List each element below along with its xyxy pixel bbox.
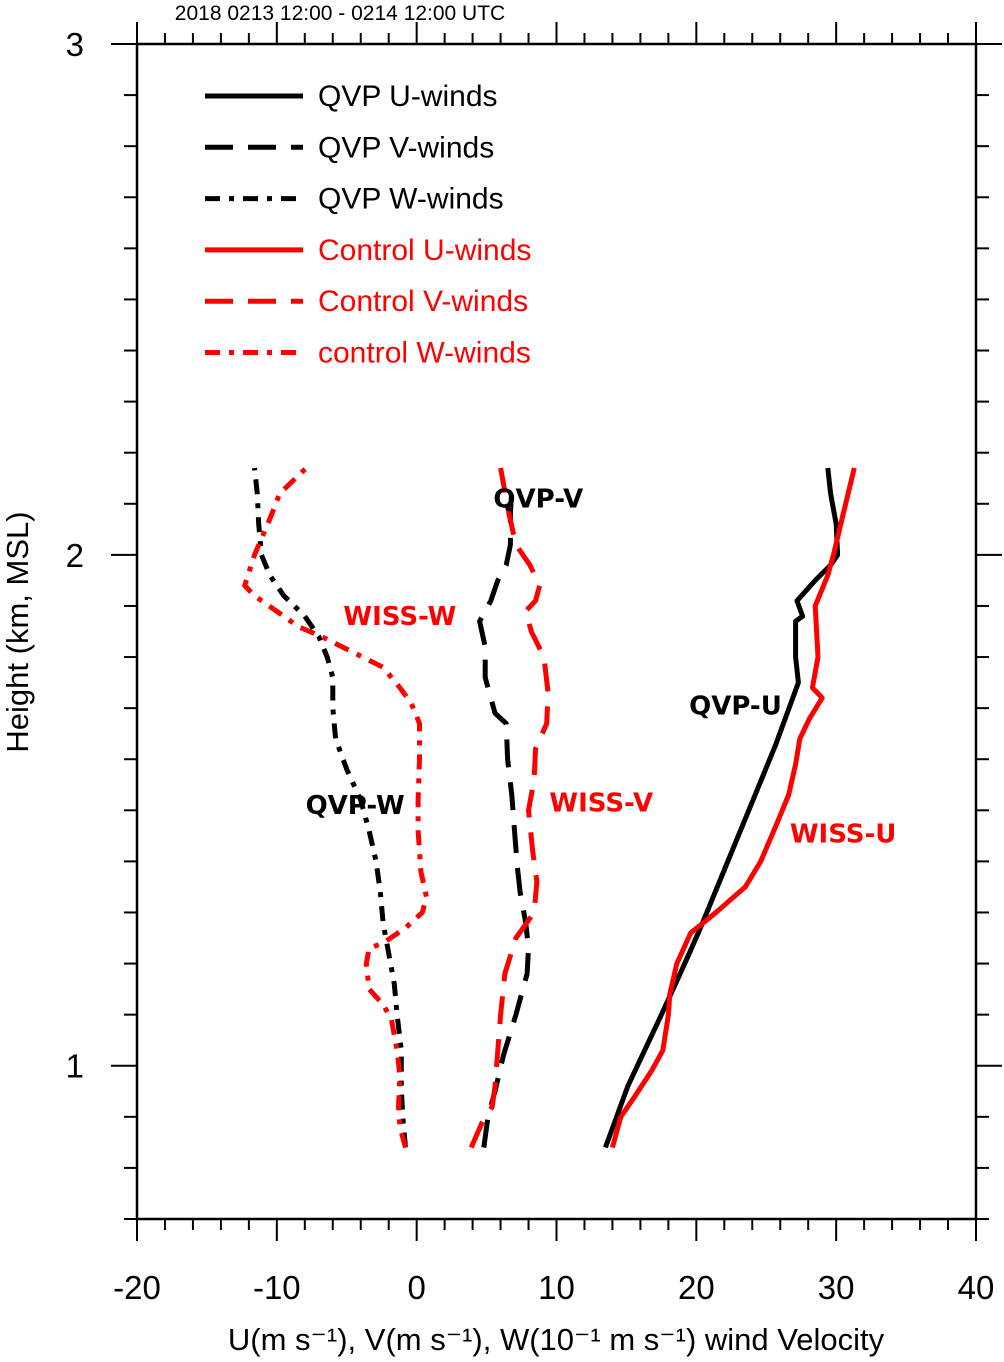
legend-label: Control U-winds [318, 234, 531, 267]
x-tick-label: 0 [407, 1269, 425, 1306]
x-tick-label: 10 [538, 1269, 575, 1306]
y-tick-label: 1 [66, 1048, 84, 1085]
annotation-qvp-v: QVP-V [493, 485, 583, 515]
y-tick-label: 3 [66, 26, 84, 63]
y-tick-label: 2 [66, 537, 84, 574]
series-qvp-v-winds [477, 488, 531, 1148]
x-tick-label: 40 [958, 1269, 995, 1306]
annotation-wiss-u: WISS-U [790, 819, 897, 849]
legend-label: Control V-winds [318, 285, 528, 318]
y-axis-label: Height (km, MSL) [0, 511, 35, 752]
annotation-qvp-w: QVP-W [306, 791, 405, 821]
plot-axes: -20 -10 0 10 20 30 40 1 2 3 [66, 22, 1002, 1306]
legend-label: QVP W-winds [318, 183, 504, 216]
series-control-v-winds [468, 467, 551, 1149]
x-tick-label: -20 [113, 1269, 161, 1306]
x-axis-label: U(m s⁻¹), V(m s⁻¹), W(10⁻¹ m s⁻¹) wind V… [228, 1322, 885, 1357]
legend: QVP U-winds QVP V-winds QVP W-winds Control… [205, 80, 531, 370]
x-tick-label: 30 [818, 1269, 855, 1306]
annotation-wiss-v: WISS-V [549, 789, 653, 819]
x-tick-label: 20 [678, 1269, 715, 1306]
legend-label: QVP U-winds [318, 80, 498, 113]
plot-frame [135, 42, 978, 1221]
legend-label: control W-winds [318, 337, 531, 370]
series-control-u-winds [609, 467, 857, 1149]
annotation-wiss-w: WISS-W [343, 602, 456, 632]
legend-label: QVP V-winds [318, 131, 494, 164]
annotation-qvp-u: QVP-U [689, 692, 782, 722]
series-layer [242, 466, 857, 1149]
series-control-w-winds [242, 466, 429, 1149]
chart-title: 2018 0213 12:00 - 0214 12:00 UTC [175, 2, 505, 25]
annotations: QVP-V WISS-W QVP-U WISS-V QVP-W WISS-U [306, 485, 897, 850]
x-tick-label: -10 [253, 1269, 301, 1306]
series-qvp-w-winds [252, 467, 408, 1148]
